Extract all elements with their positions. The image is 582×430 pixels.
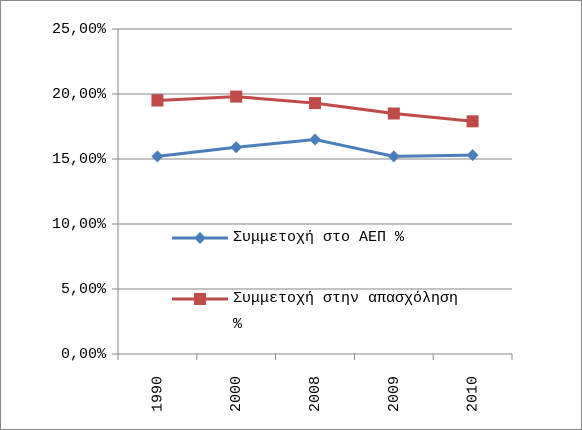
x-tick-label: 2009 <box>386 376 403 412</box>
data-point <box>466 115 479 128</box>
y-tick-label: 10,00% <box>52 216 107 233</box>
legend-marker <box>194 293 206 305</box>
x-tick-label: 2000 <box>228 376 245 412</box>
y-tick-label: 0,00% <box>61 346 107 363</box>
y-tick-label: 25,00% <box>52 21 107 38</box>
y-tick-label: 20,00% <box>52 86 107 103</box>
data-point <box>309 97 321 110</box>
legend-label: Συμμετοχή στην απασχόληση % <box>233 290 459 333</box>
x-tick-label: 2008 <box>307 376 324 412</box>
data-point <box>151 150 164 163</box>
data-point <box>466 149 479 162</box>
data-point <box>230 141 243 154</box>
legend-label: Συμμετοχή στο ΑΕΠ % <box>233 229 405 246</box>
x-tick-label: 1990 <box>149 376 166 412</box>
legend-marker <box>194 232 206 244</box>
y-tick-label: 5,00% <box>61 281 107 298</box>
data-point <box>387 107 400 120</box>
data-point <box>387 150 400 163</box>
data-point <box>151 94 164 107</box>
data-point <box>230 90 243 103</box>
x-tick-label: 2010 <box>465 376 482 412</box>
data-point <box>309 133 321 146</box>
y-tick-label: 15,00% <box>52 151 107 168</box>
